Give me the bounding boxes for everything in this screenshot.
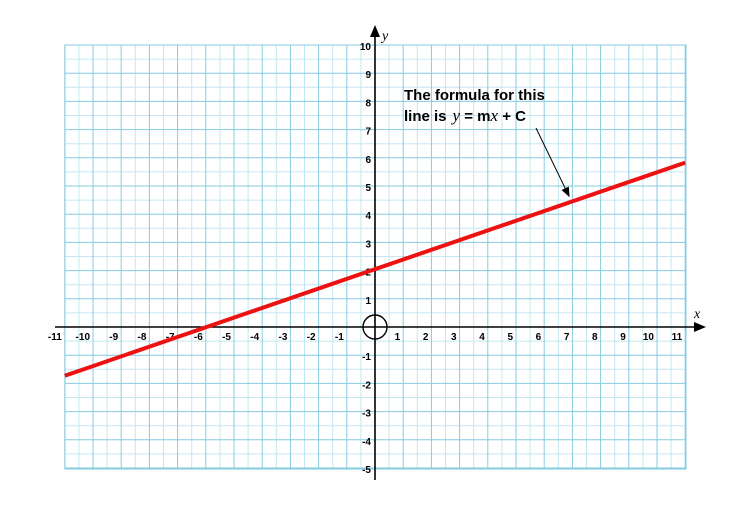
y-tick-label: 9 (365, 70, 371, 81)
x-tick-label: 5 (507, 332, 513, 343)
x-tick-label: 1 (395, 332, 401, 343)
y-tick-label: -2 (362, 380, 371, 391)
y-tick-label: 3 (365, 239, 371, 250)
annotation-formula-rest: + C (498, 108, 526, 125)
y-axis-label: y (380, 29, 389, 44)
x-tick-label: 10 (643, 332, 655, 343)
y-tick-label: 1 (365, 296, 371, 307)
x-tick-label: -2 (307, 332, 316, 343)
x-tick-label: 9 (620, 332, 626, 343)
annotation-formula-x: x (490, 106, 499, 125)
x-tick-label: 11 (672, 332, 683, 343)
y-tick-label: 7 (365, 127, 371, 138)
annotation-group: The formula for this line is y = mx + C (404, 87, 570, 198)
annotation-formula-eq: = m (460, 108, 490, 125)
x-tick-label: 3 (451, 332, 457, 343)
y-tick-label: 5 (365, 183, 371, 194)
y-tick-label: -4 (362, 437, 371, 448)
x-tick-label: -4 (250, 332, 259, 343)
x-axis-arrowhead (694, 322, 706, 332)
y-tick-label: 4 (365, 211, 371, 222)
x-tick-label: -1 (335, 332, 344, 343)
annotation-arrow-line (535, 127, 566, 189)
x-tick-label: 4 (479, 332, 485, 343)
x-tick-label: 7 (564, 332, 570, 343)
y-tick-label: 10 (360, 42, 372, 53)
y-tick-label: -1 (362, 352, 371, 363)
series-group (64, 160, 686, 378)
annotation-formula-y: y (451, 106, 461, 125)
x-tick-label: -10 (76, 332, 91, 343)
x-tick-label: -11 (48, 332, 62, 343)
axes: xy (55, 25, 706, 480)
x-tick-label: -9 (109, 332, 118, 343)
origin-circle (362, 314, 388, 340)
tick-labels: -11 -10 -9 -8 -7 -6 -5 -4 -3 -2 -1 1 2 3 4 5 6 7 8 9 10 11-5-… (48, 42, 683, 476)
annotation-line-1: The formula for this (404, 87, 545, 104)
x-axis-label: x (693, 307, 701, 322)
x-tick-label: -5 (222, 332, 231, 343)
annotation-arrowhead (561, 186, 570, 198)
y-axis-arrowhead (370, 25, 380, 37)
series-line (64, 160, 686, 378)
x-tick-label: -8 (137, 332, 146, 343)
annotation-line-2: line is y = mx + C (404, 106, 526, 125)
y-tick-label: -5 (362, 465, 371, 476)
x-tick-label: 8 (592, 332, 598, 343)
y-tick-label: 8 (365, 98, 371, 109)
x-tick-label: 6 (536, 332, 542, 343)
x-tick-label: -6 (194, 332, 203, 343)
y-tick-label: -3 (362, 409, 371, 420)
annotation-prefix: line is (404, 108, 447, 125)
x-tick-label: 2 (423, 332, 429, 343)
x-tick-label: -3 (278, 332, 287, 343)
y-tick-label: 6 (365, 155, 371, 166)
